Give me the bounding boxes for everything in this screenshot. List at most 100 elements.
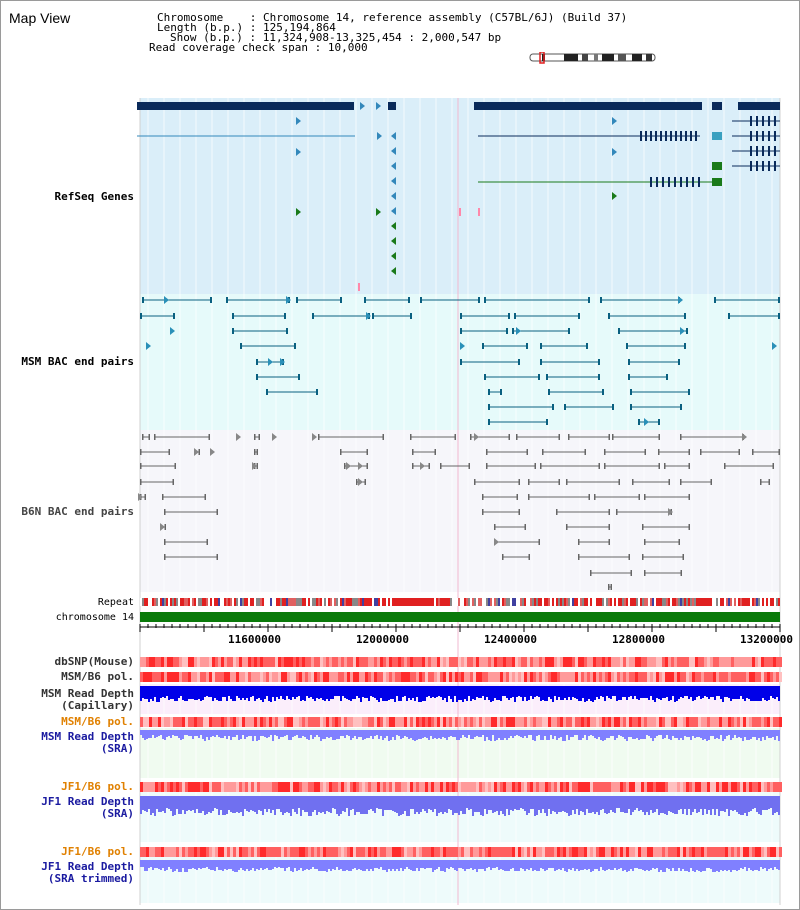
- msm-bac-track-label[interactable]: MSM BAC end pairs: [21, 355, 134, 368]
- axis-tick-label: 12400000: [484, 633, 537, 646]
- msm-depth-capillary-label[interactable]: MSM Read Depth (Capillary): [41, 688, 134, 712]
- polymorphism-mark: [467, 782, 470, 792]
- jf1-pol-2-track-label[interactable]: JF1/B6 pol.: [61, 845, 134, 858]
- read-depth-bar: [548, 796, 550, 809]
- gene-bar: [137, 102, 354, 110]
- polymorphism-mark: [644, 847, 647, 857]
- repeat-mark: [448, 598, 450, 606]
- read-depth-bar: [686, 686, 688, 696]
- polymorphism-mark: [776, 847, 779, 857]
- bac-end: [564, 404, 566, 410]
- read-depth-bar: [232, 730, 234, 737]
- read-depth-bar: [756, 860, 758, 870]
- repeat-mark: [246, 598, 248, 606]
- read-depth-bar: [156, 860, 158, 868]
- polymorphism-mark: [326, 657, 329, 667]
- read-depth-bar: [526, 796, 528, 815]
- bac-end: [714, 297, 716, 303]
- msm-depth-sra-label[interactable]: MSM Read Depth (SRA): [41, 731, 134, 755]
- read-depth-bar: [512, 730, 514, 738]
- polymorphism-mark: [431, 717, 434, 727]
- read-depth-bar: [736, 686, 738, 699]
- chromosome-ideogram[interactable]: [528, 52, 658, 64]
- read-depth-bar: [264, 730, 266, 737]
- ideogram-position-marker: [539, 52, 545, 64]
- bac-end: [638, 419, 640, 425]
- read-depth-bar: [770, 686, 772, 696]
- repeat-track-label[interactable]: Repeat: [97, 597, 134, 608]
- jf1-pol-track-label[interactable]: JF1/B6 pol.: [61, 780, 134, 793]
- bac-end: [598, 359, 600, 365]
- b6n-bac-track-label[interactable]: B6N BAC end pairs: [21, 505, 134, 518]
- bac-arrow: [286, 296, 291, 304]
- read-depth-bar: [414, 860, 416, 871]
- read-depth-bar: [278, 860, 280, 867]
- read-depth-bar: [308, 730, 310, 740]
- polymorphism-mark: [560, 717, 563, 727]
- read-depth-bar: [238, 686, 240, 698]
- polymorphism-mark: [275, 782, 278, 792]
- repeat-mark: [562, 598, 564, 606]
- msm-pol-2-track-label[interactable]: MSM/B6 pol.: [61, 715, 134, 728]
- read-depth-bar: [590, 860, 592, 872]
- polymorphism-mark: [440, 672, 443, 682]
- read-depth-bar: [572, 860, 574, 868]
- read-depth-bar: [270, 860, 272, 870]
- polymorphism-mark: [263, 717, 266, 727]
- polymorphism-mark: [314, 847, 317, 857]
- bac-end: [340, 297, 342, 303]
- dbsnp-track-label[interactable]: dbSNP(Mouse): [54, 655, 134, 668]
- repeat-mark: [440, 598, 442, 606]
- read-depth-bar: [620, 860, 622, 868]
- polymorphism-mark: [581, 672, 584, 682]
- polymorphism-mark: [293, 782, 296, 792]
- read-depth-bar: [546, 686, 548, 701]
- read-depth-bar: [244, 796, 246, 809]
- read-depth-bar: [180, 860, 182, 872]
- read-depth-bar: [230, 796, 232, 812]
- chromosome-track-label[interactable]: chromosome 14: [55, 612, 134, 623]
- read-depth-bar: [234, 686, 236, 701]
- read-depth-bar: [426, 860, 428, 868]
- read-depth-bar: [628, 686, 630, 697]
- read-depth-bar: [520, 730, 522, 737]
- polymorphism-mark: [509, 782, 512, 792]
- polymorphism-mark: [734, 672, 737, 682]
- read-depth-bar: [316, 796, 318, 815]
- read-depth-bar: [268, 860, 270, 870]
- repeat-mark: [288, 598, 290, 606]
- polymorphism-mark: [368, 672, 371, 682]
- polymorphism-mark: [347, 657, 350, 667]
- polymorphism-mark: [641, 672, 644, 682]
- polymorphism-mark: [230, 672, 233, 682]
- read-depth-bar: [766, 796, 768, 810]
- repeat-mark: [552, 598, 554, 606]
- msm-pol-track-label[interactable]: MSM/B6 pol.: [61, 670, 134, 683]
- jf1-depth-trim-label[interactable]: JF1 Read Depth (SRA trimmed): [41, 861, 134, 885]
- read-depth-bar: [668, 796, 670, 811]
- polymorphism-mark: [491, 782, 494, 792]
- repeat-mark: [438, 598, 440, 606]
- polymorphism-mark: [356, 717, 359, 727]
- read-depth-bar: [394, 796, 396, 812]
- jf1-depth-sra-label[interactable]: JF1 Read Depth (SRA): [41, 796, 134, 820]
- gene-exon: [768, 161, 770, 171]
- read-depth-bar: [302, 686, 304, 700]
- read-depth-bar: [754, 686, 756, 701]
- bac-end: [610, 584, 612, 590]
- read-depth-bar: [376, 686, 378, 700]
- read-depth-bar: [574, 796, 576, 814]
- polymorphism-mark: [353, 717, 356, 727]
- gene-arrow: [391, 222, 396, 230]
- read-depth-bar: [152, 860, 154, 870]
- read-depth-bar: [472, 796, 474, 816]
- refseq-track-label[interactable]: RefSeq Genes: [54, 190, 134, 203]
- read-depth-bar: [488, 686, 490, 700]
- repeat-mark: [736, 598, 738, 606]
- polymorphism-mark: [383, 782, 386, 792]
- read-depth-bar: [490, 686, 492, 702]
- read-depth-bar: [460, 796, 462, 811]
- polymorphism-mark: [737, 782, 740, 792]
- read-depth-bar: [268, 730, 270, 737]
